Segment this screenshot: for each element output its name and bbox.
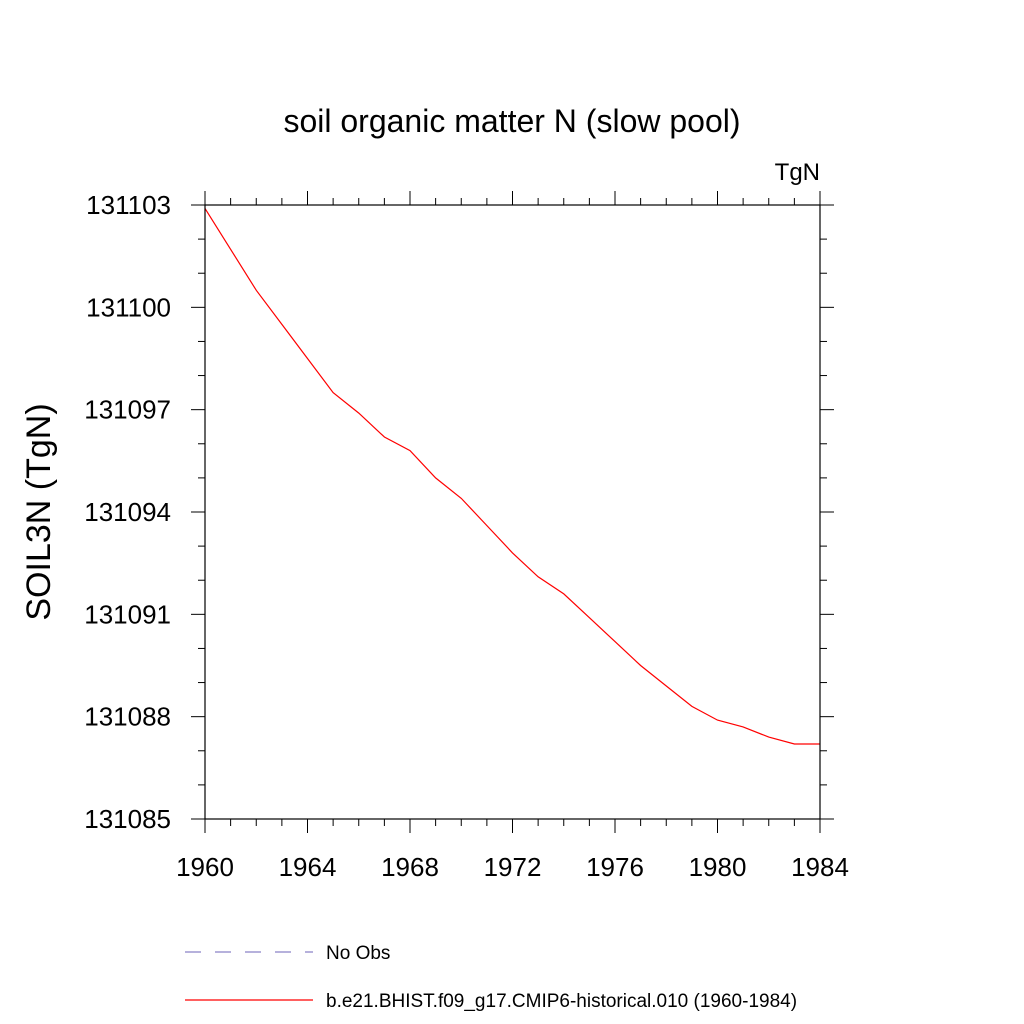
plot-frame <box>204 204 821 820</box>
units-label: TgN <box>775 159 820 186</box>
y-tick-label: 131097 <box>84 395 171 425</box>
y-axis-label: SOIL3N (TgN) <box>20 403 58 620</box>
legend-label: No Obs <box>326 943 390 964</box>
y-tick-label: 131094 <box>84 497 171 527</box>
x-tick-label: 1972 <box>484 852 542 882</box>
axis-tick-labels: 1960 1964 1968 1972 1976 1980 1984 131085 131088… <box>84 190 849 882</box>
legend: No Obs b.e21.BHIST.f09_g17.CMIP6-historic… <box>185 943 797 1012</box>
y-tick-label: 131100 <box>86 292 171 322</box>
y-tick-label: 131085 <box>84 804 171 834</box>
x-tick-label: 1976 <box>586 852 644 882</box>
series-line <box>204 208 820 745</box>
axis-ticks <box>191 191 834 833</box>
x-tick-label: 1964 <box>279 852 337 882</box>
x-tick-label: 1980 <box>689 852 747 882</box>
x-tick-label: 1960 <box>176 852 234 882</box>
chart-title: soil organic matter N (slow pool) <box>283 103 740 139</box>
legend-label: b.e21.BHIST.f09_g17.CMIP6-historical.010… <box>326 991 797 1012</box>
y-tick-label: 131091 <box>84 599 171 629</box>
x-tick-label: 1968 <box>381 852 439 882</box>
x-tick-label: 1984 <box>791 852 849 882</box>
y-tick-label: 131103 <box>86 190 171 220</box>
series-layer <box>204 208 820 745</box>
y-tick-label: 131088 <box>84 702 171 732</box>
